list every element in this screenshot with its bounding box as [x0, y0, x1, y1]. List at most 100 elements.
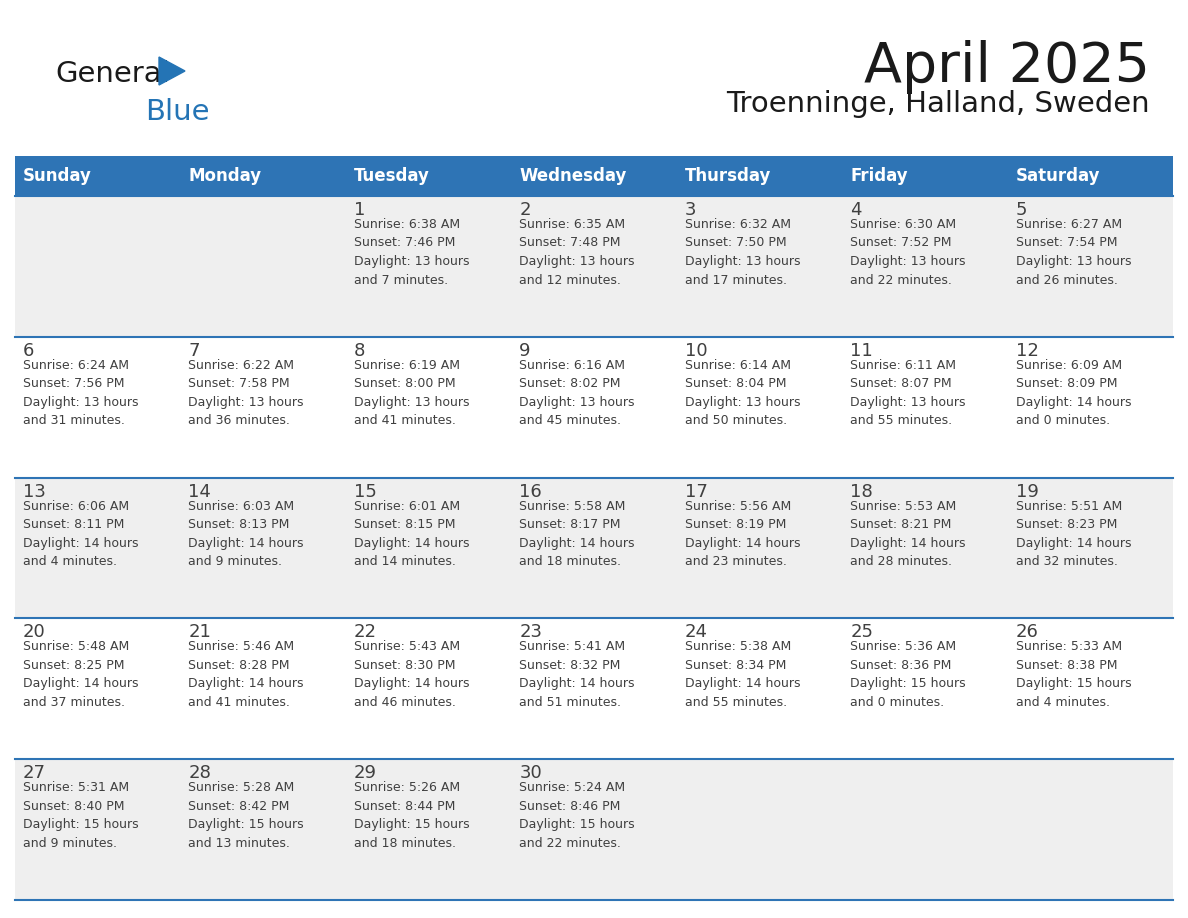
- Text: Sunset: 7:56 PM: Sunset: 7:56 PM: [23, 377, 125, 390]
- Text: Sunrise: 6:14 AM: Sunrise: 6:14 AM: [684, 359, 791, 372]
- Text: 19: 19: [1016, 483, 1038, 500]
- Text: Daylight: 15 hours: Daylight: 15 hours: [23, 818, 139, 831]
- Text: 27: 27: [23, 764, 46, 782]
- Text: 23: 23: [519, 623, 542, 642]
- Text: April 2025: April 2025: [864, 40, 1150, 94]
- Bar: [15, 156, 1173, 196]
- Text: Sunset: 8:32 PM: Sunset: 8:32 PM: [519, 659, 620, 672]
- Text: Daylight: 14 hours: Daylight: 14 hours: [23, 537, 139, 550]
- Text: 12: 12: [1016, 341, 1038, 360]
- Text: Sunrise: 5:53 AM: Sunrise: 5:53 AM: [851, 499, 956, 512]
- Text: 16: 16: [519, 483, 542, 500]
- Text: Sunrise: 6:19 AM: Sunrise: 6:19 AM: [354, 359, 460, 372]
- Text: Sunset: 8:13 PM: Sunset: 8:13 PM: [189, 518, 290, 532]
- Text: Daylight: 15 hours: Daylight: 15 hours: [851, 677, 966, 690]
- Text: Sunset: 7:48 PM: Sunset: 7:48 PM: [519, 237, 621, 250]
- Text: and 17 minutes.: and 17 minutes.: [684, 274, 786, 286]
- Text: Daylight: 15 hours: Daylight: 15 hours: [1016, 677, 1131, 690]
- Text: Sunrise: 6:27 AM: Sunrise: 6:27 AM: [1016, 218, 1121, 231]
- Text: 18: 18: [851, 483, 873, 500]
- Text: Thursday: Thursday: [684, 167, 771, 185]
- Text: and 28 minutes.: and 28 minutes.: [851, 555, 952, 568]
- Text: and 50 minutes.: and 50 minutes.: [684, 414, 786, 427]
- Text: and 0 minutes.: and 0 minutes.: [851, 696, 944, 709]
- Text: Sunset: 8:09 PM: Sunset: 8:09 PM: [1016, 377, 1117, 390]
- Text: 13: 13: [23, 483, 46, 500]
- Polygon shape: [159, 57, 185, 85]
- Text: and 46 minutes.: and 46 minutes.: [354, 696, 456, 709]
- Text: Sunrise: 5:38 AM: Sunrise: 5:38 AM: [684, 641, 791, 654]
- Text: 20: 20: [23, 623, 46, 642]
- Text: 5: 5: [1016, 201, 1028, 219]
- Text: and 55 minutes.: and 55 minutes.: [851, 414, 953, 427]
- Text: Daylight: 13 hours: Daylight: 13 hours: [189, 396, 304, 409]
- Text: Daylight: 14 hours: Daylight: 14 hours: [1016, 537, 1131, 550]
- Text: 26: 26: [1016, 623, 1038, 642]
- Text: Sunset: 8:42 PM: Sunset: 8:42 PM: [189, 800, 290, 812]
- Text: Sunset: 7:58 PM: Sunset: 7:58 PM: [189, 377, 290, 390]
- Text: Sunset: 8:04 PM: Sunset: 8:04 PM: [684, 377, 786, 390]
- Text: 11: 11: [851, 341, 873, 360]
- Text: 10: 10: [684, 341, 707, 360]
- Text: Sunset: 8:36 PM: Sunset: 8:36 PM: [851, 659, 952, 672]
- Text: Daylight: 13 hours: Daylight: 13 hours: [851, 396, 966, 409]
- Text: and 45 minutes.: and 45 minutes.: [519, 414, 621, 427]
- Text: and 37 minutes.: and 37 minutes.: [23, 696, 125, 709]
- Text: 17: 17: [684, 483, 708, 500]
- Text: Sunrise: 5:36 AM: Sunrise: 5:36 AM: [851, 641, 956, 654]
- Text: and 51 minutes.: and 51 minutes.: [519, 696, 621, 709]
- Text: Blue: Blue: [145, 98, 209, 126]
- Text: Daylight: 14 hours: Daylight: 14 hours: [354, 677, 469, 690]
- Text: 15: 15: [354, 483, 377, 500]
- Text: Daylight: 13 hours: Daylight: 13 hours: [519, 396, 634, 409]
- Text: Sunrise: 6:35 AM: Sunrise: 6:35 AM: [519, 218, 625, 231]
- Text: Sunset: 8:07 PM: Sunset: 8:07 PM: [851, 377, 952, 390]
- Text: Daylight: 13 hours: Daylight: 13 hours: [1016, 255, 1131, 268]
- Text: Sunrise: 5:24 AM: Sunrise: 5:24 AM: [519, 781, 625, 794]
- Text: Daylight: 14 hours: Daylight: 14 hours: [1016, 396, 1131, 409]
- Text: 21: 21: [189, 623, 211, 642]
- Text: and 18 minutes.: and 18 minutes.: [519, 555, 621, 568]
- Text: and 23 minutes.: and 23 minutes.: [684, 555, 786, 568]
- Text: Sunrise: 5:48 AM: Sunrise: 5:48 AM: [23, 641, 129, 654]
- Text: Sunrise: 6:38 AM: Sunrise: 6:38 AM: [354, 218, 460, 231]
- Text: 9: 9: [519, 341, 531, 360]
- Text: Sunrise: 6:06 AM: Sunrise: 6:06 AM: [23, 499, 129, 512]
- Text: Sunset: 8:17 PM: Sunset: 8:17 PM: [519, 518, 621, 532]
- Text: Daylight: 13 hours: Daylight: 13 hours: [684, 396, 801, 409]
- Text: Daylight: 15 hours: Daylight: 15 hours: [354, 818, 469, 831]
- Text: Sunrise: 6:09 AM: Sunrise: 6:09 AM: [1016, 359, 1121, 372]
- Text: Saturday: Saturday: [1016, 167, 1100, 185]
- Text: and 36 minutes.: and 36 minutes.: [189, 414, 290, 427]
- Text: 3: 3: [684, 201, 696, 219]
- Text: General: General: [55, 60, 170, 88]
- Text: Tuesday: Tuesday: [354, 167, 430, 185]
- Text: Sunday: Sunday: [23, 167, 91, 185]
- Text: Sunrise: 6:11 AM: Sunrise: 6:11 AM: [851, 359, 956, 372]
- Text: Daylight: 13 hours: Daylight: 13 hours: [684, 255, 801, 268]
- Text: Sunrise: 5:26 AM: Sunrise: 5:26 AM: [354, 781, 460, 794]
- Text: Daylight: 14 hours: Daylight: 14 hours: [354, 537, 469, 550]
- Text: Sunrise: 5:46 AM: Sunrise: 5:46 AM: [189, 641, 295, 654]
- Text: Daylight: 14 hours: Daylight: 14 hours: [189, 677, 304, 690]
- Bar: [15, 196, 1173, 337]
- Text: Sunset: 8:23 PM: Sunset: 8:23 PM: [1016, 518, 1117, 532]
- Text: Sunset: 8:28 PM: Sunset: 8:28 PM: [189, 659, 290, 672]
- Text: Sunset: 8:40 PM: Sunset: 8:40 PM: [23, 800, 125, 812]
- Text: and 18 minutes.: and 18 minutes.: [354, 836, 456, 850]
- Text: and 0 minutes.: and 0 minutes.: [1016, 414, 1110, 427]
- Text: Sunrise: 6:24 AM: Sunrise: 6:24 AM: [23, 359, 129, 372]
- Text: 14: 14: [189, 483, 211, 500]
- Text: Sunrise: 5:56 AM: Sunrise: 5:56 AM: [684, 499, 791, 512]
- Text: Sunset: 7:54 PM: Sunset: 7:54 PM: [1016, 237, 1117, 250]
- Text: Daylight: 13 hours: Daylight: 13 hours: [23, 396, 139, 409]
- Text: and 14 minutes.: and 14 minutes.: [354, 555, 456, 568]
- Text: Troenninge, Halland, Sweden: Troenninge, Halland, Sweden: [726, 90, 1150, 118]
- Text: Sunset: 8:25 PM: Sunset: 8:25 PM: [23, 659, 125, 672]
- Text: 2: 2: [519, 201, 531, 219]
- Bar: [15, 759, 1173, 900]
- Text: Sunset: 7:52 PM: Sunset: 7:52 PM: [851, 237, 952, 250]
- Text: and 31 minutes.: and 31 minutes.: [23, 414, 125, 427]
- Text: Monday: Monday: [189, 167, 261, 185]
- Text: Sunrise: 6:03 AM: Sunrise: 6:03 AM: [189, 499, 295, 512]
